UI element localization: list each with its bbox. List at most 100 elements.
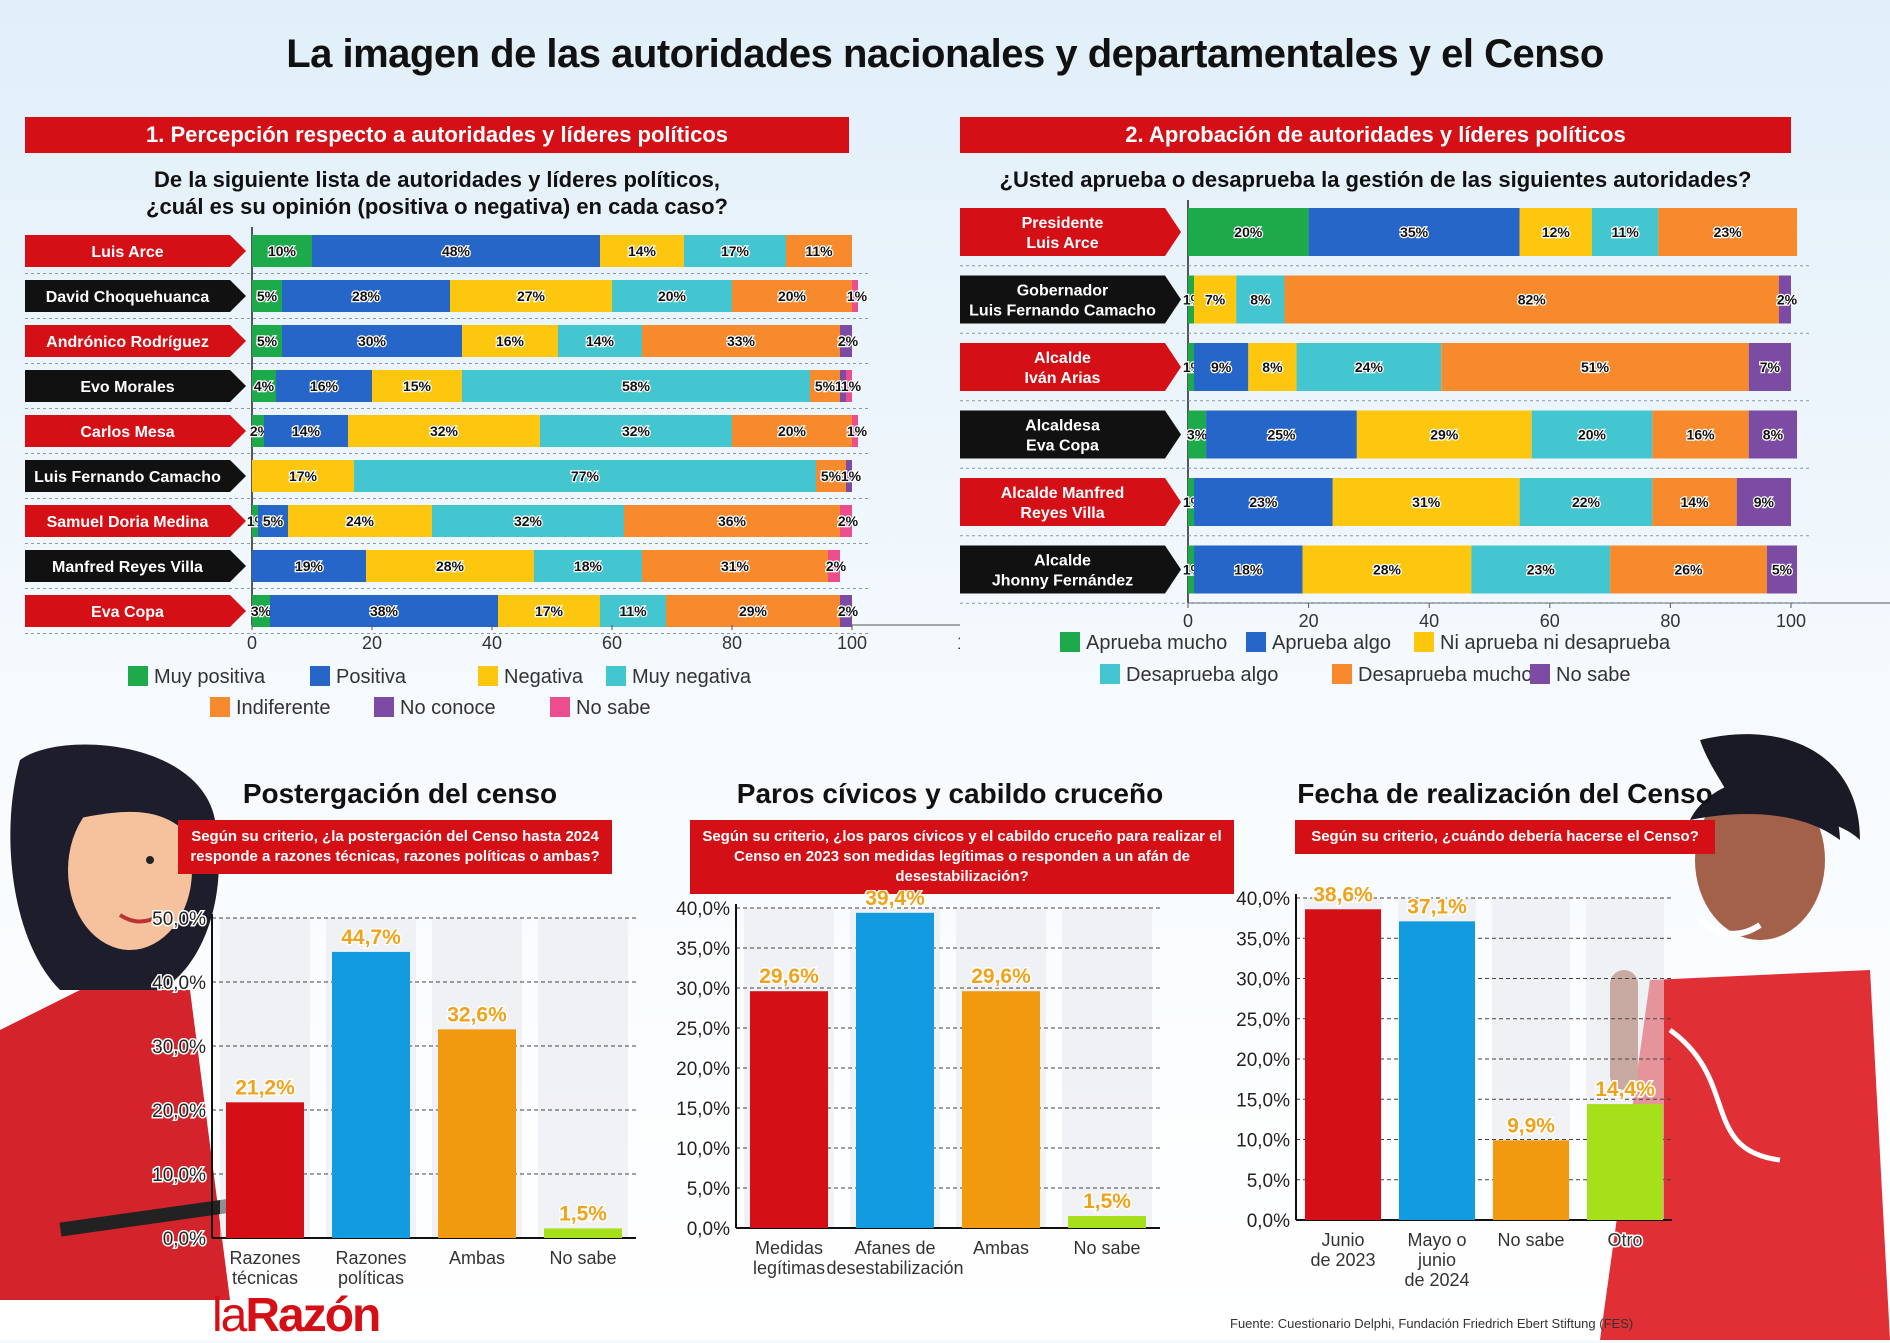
approval-legend-label: Aprueba algo [1272, 632, 1391, 654]
perception-segment [540, 415, 732, 447]
perception-segment-label: 32% [622, 423, 651, 439]
strikes-category-label: legítimas [753, 1258, 825, 1278]
approval-segment-label: 28% [1373, 562, 1402, 578]
perception-segment [840, 325, 852, 357]
perception-segment [252, 595, 270, 627]
perception-segment [252, 235, 312, 267]
approval-label-tag [960, 275, 1181, 324]
approval-segment [1302, 545, 1472, 594]
perception-segment-label: 24% [346, 513, 375, 529]
approval-segment-label: 5% [1772, 562, 1793, 578]
perception-segment [270, 595, 498, 627]
approval-segment [1519, 208, 1593, 256]
perception-category-label: Carlos Mesa [80, 424, 174, 441]
approval-x-tick-label: 100 [1776, 611, 1806, 630]
perception-segment [366, 550, 534, 582]
strikes-y-tick-label: 30,0% [676, 979, 730, 1000]
perception-segment [288, 505, 432, 537]
perception-segment [840, 595, 852, 627]
approval-label-tag [960, 208, 1181, 256]
perception-label-tag [25, 460, 246, 492]
perception-segment-label: 15% [403, 378, 432, 394]
perception-x-tick-label: 80 [722, 633, 742, 653]
perception-category-label: David Choquehuanca [46, 289, 210, 306]
source-note: Fuente: Cuestionario Delphi, Fundación F… [1230, 1316, 1634, 1331]
perception-label-tag [25, 370, 246, 402]
perception-segment [732, 280, 852, 312]
civic-strikes-bar-chart: 0,0% 5,0% 10,0% 15,0% 20,0% 25,0% 30,0% 35,0% 40… [675, 890, 1160, 1280]
postponement-value-label: 21,2% [235, 1076, 295, 1099]
perception-segment-label: 33% [727, 333, 756, 349]
section1-question-line1: De la siguiente lista de autoridades y l… [153, 167, 721, 192]
perception-segment [312, 235, 600, 267]
approval-segment-label: 7% [1205, 292, 1226, 308]
perception-segment-label: 14% [586, 333, 615, 349]
perception-legend-swatch [210, 697, 230, 717]
approval-segment [1748, 410, 1798, 459]
census-postponement-question: Según su criterio, ¿la postergación del … [178, 820, 612, 874]
approval-segment [1778, 275, 1791, 324]
perception-category-label: Manfred Reyes Villa [52, 559, 203, 576]
perception-segment [612, 280, 732, 312]
postponement-value-label: 44,7% [341, 926, 401, 949]
perception-segment [276, 370, 372, 402]
strikes-category-label: desestabilización [826, 1258, 963, 1278]
perception-segment [624, 505, 840, 537]
perception-segment [282, 325, 462, 357]
perception-segment-label: 16% [496, 333, 525, 349]
strikes-category-label: Afanes de [854, 1238, 935, 1258]
approval-legend-item: Ni aprueba ni desaprueba [1414, 632, 1670, 655]
perception-segment-label: 27% [517, 288, 546, 304]
perception-segment [348, 415, 540, 447]
perception-segment [846, 460, 852, 492]
perception-segment [732, 415, 852, 447]
perception-segment [252, 325, 282, 357]
perception-segment-label: 36% [718, 513, 747, 529]
approval-segment-label: 22% [1572, 494, 1601, 510]
perception-segment [258, 505, 288, 537]
section1-legend: Muy positiva Positiva Negativa Muy negativa… [0, 666, 960, 726]
strikes-value-label: 1,5% [1083, 1190, 1131, 1213]
approval-x-tick-label: 0 [1183, 611, 1193, 630]
approval-category-label: Alcaldesa [1025, 418, 1100, 435]
approval-segment-label: 8% [1262, 359, 1283, 375]
la-razon-logo: laRazón [212, 1288, 381, 1343]
postponement-y-tick-label: 30,0% [152, 1037, 206, 1058]
perception-x-tick-label: 100 [837, 633, 867, 653]
approval-legend-label: Ni aprueba ni desaprueba [1440, 632, 1671, 654]
perception-segment [534, 550, 642, 582]
postponement-bar [438, 1029, 516, 1238]
census-date-y-tick-label: 25,0% [1236, 1010, 1290, 1031]
perception-segment-label: 5% [257, 288, 278, 304]
approval-segment [1284, 275, 1779, 324]
strikes-category-label: Medidas [755, 1238, 823, 1258]
approval-segment [1194, 343, 1249, 391]
perception-legend-label: No conoce [400, 697, 496, 719]
section2-legend: Aprueba mucho Aprueba algo Ni aprueba ni d… [1060, 632, 1820, 692]
perception-segment-label: 17% [289, 468, 318, 484]
approval-x-tick-label: 20 [1299, 611, 1319, 630]
approval-legend-swatch [1100, 664, 1120, 684]
approval-segment-label: 23% [1249, 494, 1278, 510]
approval-segment [1188, 410, 1207, 459]
perception-legend-label: Positiva [336, 666, 407, 688]
census-date-y-tick-label: 10,0% [1236, 1131, 1290, 1152]
postponement-category-label: políticas [338, 1268, 404, 1288]
perception-segment [252, 505, 258, 537]
approval-segment [1188, 208, 1309, 256]
approval-segment [1592, 208, 1659, 256]
perception-segment-label: 4% [254, 378, 275, 394]
approval-segment-label: 51% [1581, 359, 1610, 375]
perception-segment [828, 550, 840, 582]
perception-segment-label: 5% [815, 378, 836, 394]
perception-segment [264, 415, 348, 447]
census-date-title: Fecha de realización del Censo [1297, 778, 1713, 809]
section1-header: 1. Percepción respecto a autoridades y l… [25, 117, 849, 153]
perception-legend-item: Muy negativa [606, 666, 751, 689]
perception-category-label: Evo Morales [80, 379, 174, 396]
approval-label-tag [960, 545, 1181, 594]
approval-stacked-bar-chart: Presidente Luis Arce 20% 35% 12% 11% 23% Gobern… [960, 200, 1890, 630]
approval-legend-swatch [1332, 664, 1352, 684]
approval-category-label: Eva Copa [1026, 438, 1099, 455]
census-date-category-label: No sabe [1497, 1230, 1564, 1250]
